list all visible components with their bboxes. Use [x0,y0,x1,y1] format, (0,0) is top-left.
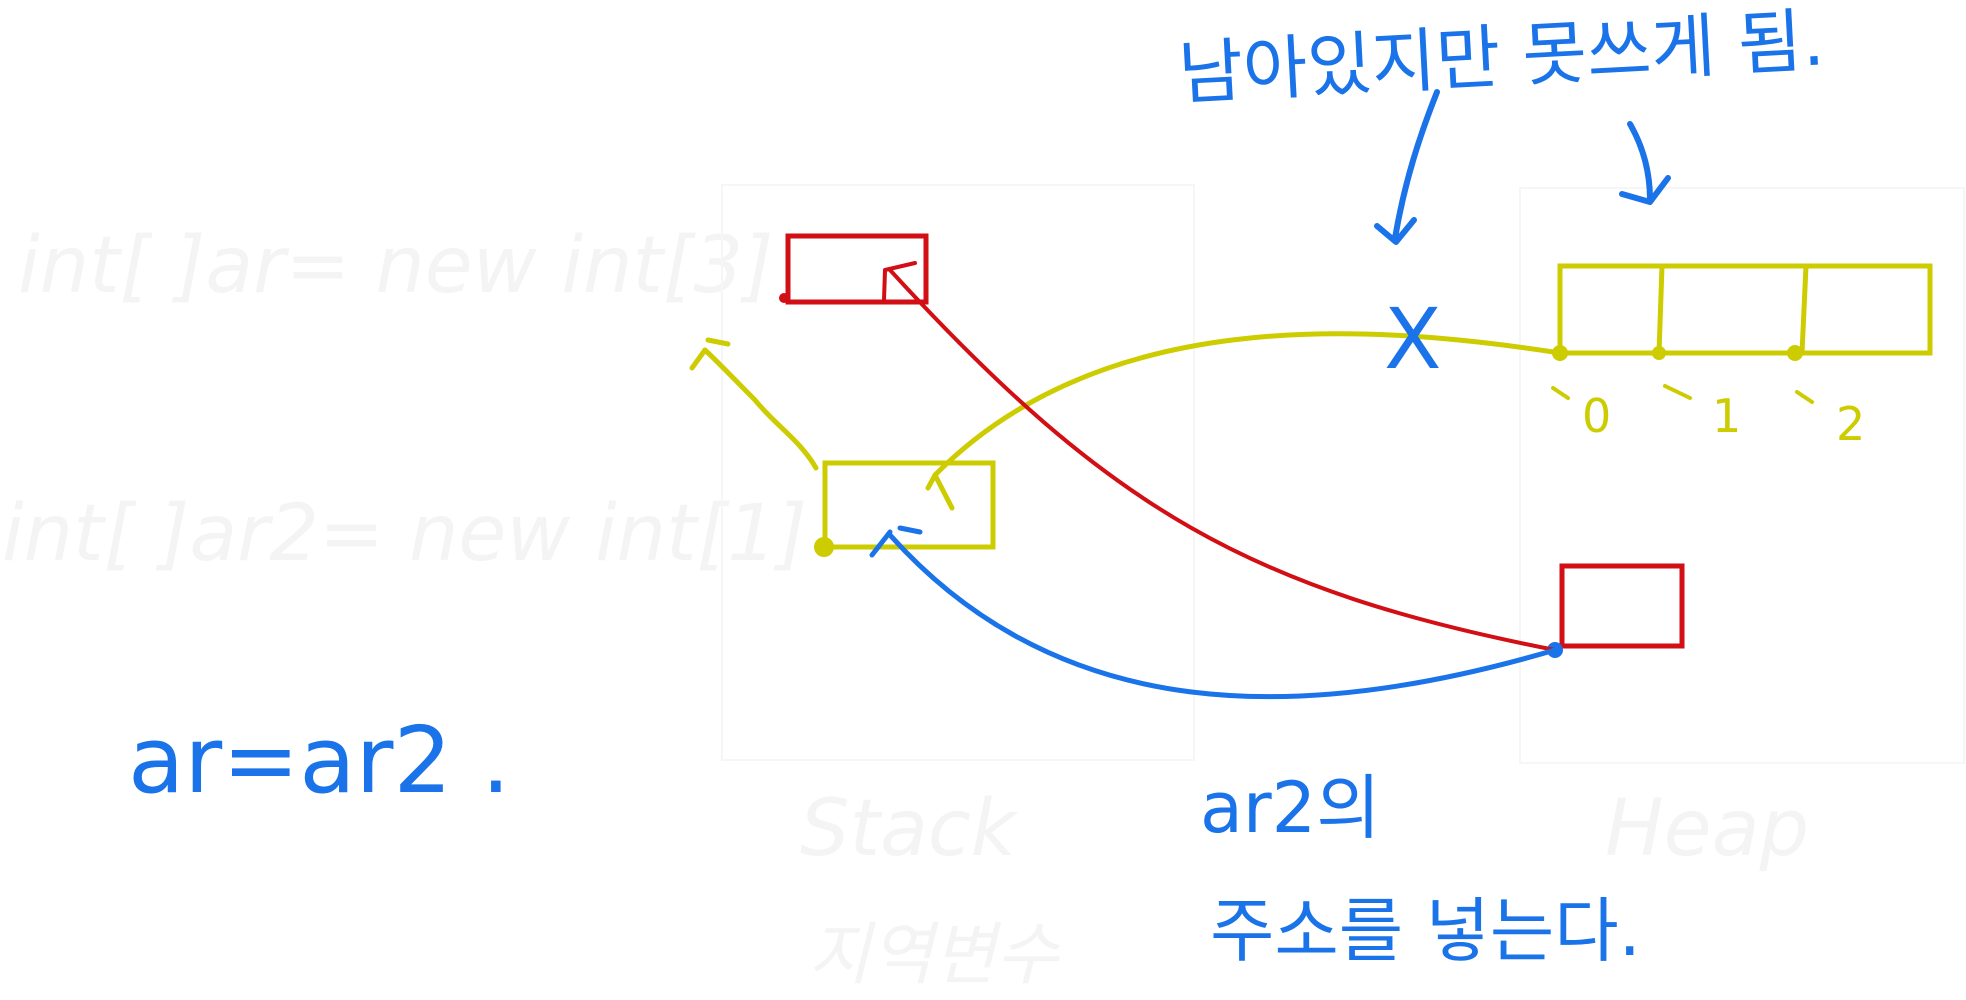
heap-index-label-1: 1 [1712,389,1741,443]
note-line-2: 주소를 넣는다. [1210,890,1641,972]
yellow-scribble-arrowhead [689,337,731,371]
heap-region-frame [1519,187,1965,764]
stack-region-frame [721,184,1195,761]
stack-region-title: Stack [800,784,1019,874]
stack-cell-ar2 [822,460,996,550]
heap-array-divider-1 [1656,265,1665,354]
code-line-ar2: int[ ]ar2= new int[1] [2,489,807,579]
annotation-arrowhead-to-heap-array [1619,175,1671,205]
assignment-statement: ar=ar2 . [128,707,511,814]
annotation-arrowhead-to-cross [1374,217,1417,245]
old-reference-arrow-yellow [932,331,1563,478]
heap-array-index-dot-2 [1787,345,1803,361]
stack-cell-ar-dot [779,293,789,303]
heap-index-label-2: 2 [1836,397,1865,451]
heap-index-tick-2 [1795,390,1814,404]
old-reference-arrowhead-yellow [925,472,955,511]
new-reference-arrowhead-red [882,261,917,302]
annotation-arrow-to-heap-array [1627,121,1653,203]
stack-cell-ar2-dot [814,537,834,557]
heap-array-of-one [1559,563,1685,649]
heap-index-tick-0 [1551,386,1570,400]
heap-array-of-three [1557,263,1933,356]
top-annotation: 남아있지만 못쓰게 됨. [1177,0,1827,115]
note-line-1: ar2의 [1200,767,1381,849]
heap-region-title: Heap [1605,784,1809,874]
heap-array-index-dot-1 [1652,346,1666,360]
stack-cell-ar [785,233,929,305]
code-line-ar: int[ ]ar= new int[3] [18,221,774,311]
heap-index-tick-1 [1663,384,1692,400]
new-reference-arrow-red [888,268,1557,652]
heap-index-label-0: 0 [1582,389,1611,443]
yellow-scribble-arrow [702,347,819,471]
heap-array-divider-2 [1799,265,1809,354]
stack-region-subtitle: 지역변수 [808,916,1061,995]
broken-reference-cross: X [1384,290,1442,388]
assignment-arrowhead-blue [869,525,923,558]
annotation-arrow-to-cross [1392,89,1440,241]
assignment-arrow-blue [887,532,1558,700]
